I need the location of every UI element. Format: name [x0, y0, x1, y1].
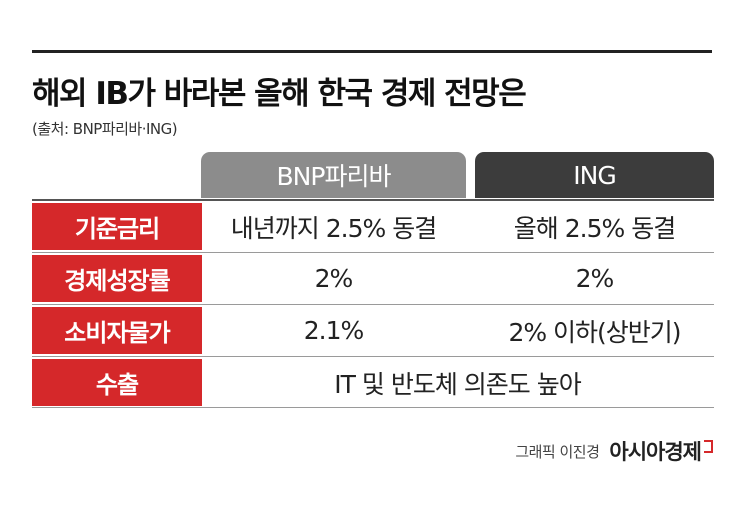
table-row-exports: 수출 IT 및 반도체 의존도 높아 — [32, 357, 714, 408]
top-rule — [32, 50, 712, 53]
table-bottom-divider — [32, 407, 714, 408]
row-divider — [32, 252, 714, 253]
graphic-credit: 그래픽 이진경 — [515, 442, 600, 461]
table-row-growth: 경제성장률 2% 2% — [32, 253, 714, 304]
row-divider — [32, 356, 714, 357]
table-row-cpi: 소비자물가 2.1% 2% 이하(상반기) — [32, 305, 714, 356]
cell-bnp: 2% — [314, 264, 354, 293]
table-row-base-rate: 기준금리 내년까지 2.5% 동결 올해 2.5% 동결 — [32, 201, 714, 252]
row-label: 기준금리 — [32, 203, 202, 250]
cell-ing: 2% 이하(상반기) — [508, 317, 681, 347]
brand-logo: 아시아경제 — [609, 440, 702, 464]
row-divider — [32, 304, 714, 305]
cell-ing: 2% — [575, 264, 615, 293]
column-header-bnp: BNP파리바 — [201, 152, 466, 198]
table-top-divider — [32, 199, 714, 201]
cell-ing: 올해 2.5% 동결 — [513, 213, 676, 243]
row-label: 소비자물가 — [32, 307, 202, 354]
column-header-ing: ING — [475, 152, 714, 198]
source-note: (출처: BNP파리바·ING) — [32, 120, 178, 138]
brand-mark-icon — [704, 439, 713, 453]
row-label: 경제성장률 — [32, 255, 202, 302]
page-title: 해외 IB가 바라본 올해 한국 경제 전망은 — [32, 76, 527, 112]
row-label: 수출 — [32, 359, 202, 406]
footer: 그래픽 이진경 아시아경제 — [515, 436, 713, 466]
cell-bnp: 내년까지 2.5% 동결 — [230, 213, 437, 243]
cell-combined: IT 및 반도체 의존도 높아 — [334, 369, 581, 399]
cell-bnp: 2.1% — [303, 316, 365, 345]
